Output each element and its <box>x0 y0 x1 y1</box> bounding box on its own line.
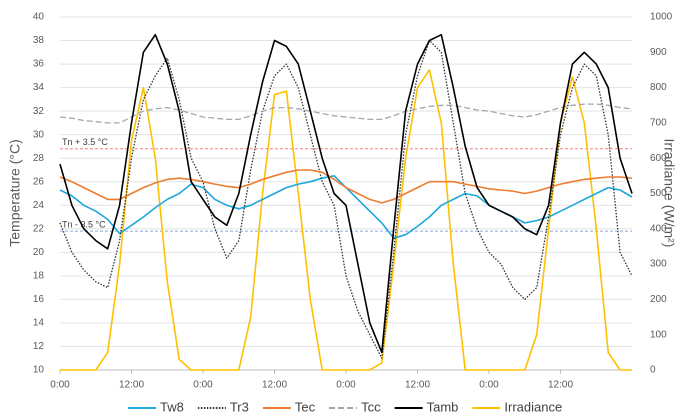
y2-tick-label: 100 <box>650 329 667 340</box>
series-line <box>59 169 633 204</box>
series-line <box>59 33 633 354</box>
reference-label: Tn + 3.5 °C <box>62 137 108 147</box>
x-tick-label: 12:00 <box>119 380 144 391</box>
y-tick-label: 38 <box>33 35 45 46</box>
x-tick-label: 12:00 <box>262 380 287 391</box>
y2-tick-label: 1000 <box>650 12 673 23</box>
y2-tick-label: 700 <box>650 118 667 129</box>
y-tick-label: 32 <box>33 106 45 117</box>
y-tick-label: 28 <box>33 153 45 164</box>
reference-label: Tn - 3.5 °C <box>62 220 106 230</box>
y-tick-label: 10 <box>33 365 45 376</box>
y-tick-label: 16 <box>33 294 45 305</box>
x-tick-label: 0:00 <box>336 380 356 391</box>
x-tick-label: 0:00 <box>50 380 70 391</box>
y2-axis-label: Irradiance (W/m²) <box>661 139 677 248</box>
y-tick-label: 34 <box>33 82 45 93</box>
y2-tick-label: 500 <box>650 188 667 199</box>
y-tick-label: 24 <box>33 200 45 211</box>
series-line <box>60 69 632 371</box>
y-tick-label: 18 <box>33 271 45 282</box>
legend-label: Tamb <box>427 399 459 414</box>
y2-tick-label: 800 <box>650 82 667 93</box>
y-axis-label: Temperature (°C) <box>7 139 23 247</box>
series-line <box>59 103 633 124</box>
y2-tick-label: 900 <box>650 47 667 58</box>
y-tick-label: 14 <box>33 318 45 329</box>
legend-label: Tw8 <box>160 399 184 414</box>
y2-tick-label: 600 <box>650 153 667 164</box>
x-tick-label: 12:00 <box>405 380 430 391</box>
legend-label: Irradiance <box>504 399 562 414</box>
x-tick-label: 0:00 <box>193 380 213 391</box>
series-line <box>59 39 633 359</box>
y-tick-label: 36 <box>33 59 45 70</box>
y-tick-label: 26 <box>33 176 45 187</box>
y2-tick-label: 0 <box>650 365 656 376</box>
legend-label: Tcc <box>361 399 381 414</box>
x-tick-label: 0:00 <box>479 380 499 391</box>
y2-tick-label: 300 <box>650 259 667 270</box>
y-tick-label: 40 <box>33 12 45 23</box>
y2-tick-label: 400 <box>650 223 667 234</box>
y-tick-label: 30 <box>33 129 45 140</box>
legend-label: Tr3 <box>230 399 249 414</box>
y-tick-label: 12 <box>33 341 45 352</box>
y-tick-label: 20 <box>33 247 45 258</box>
legend-label: Tec <box>295 399 316 414</box>
y2-tick-label: 200 <box>650 294 667 305</box>
x-tick-label: 12:00 <box>548 380 573 391</box>
y-tick-label: 22 <box>33 223 45 234</box>
